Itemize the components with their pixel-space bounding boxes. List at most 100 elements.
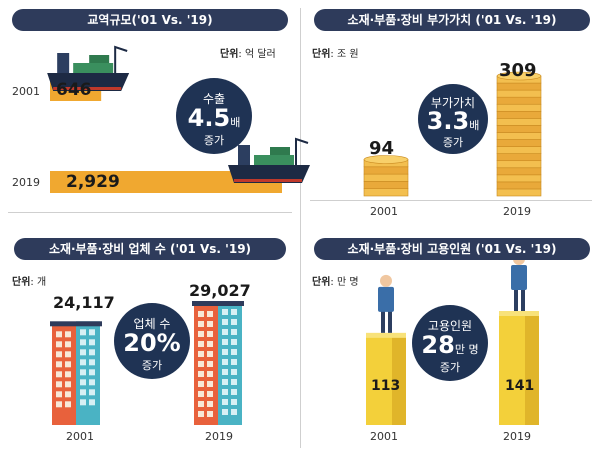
coin-2019-15 [496, 82, 542, 91]
window-r-2019-7-0 [222, 379, 228, 385]
window-l-2019-4-0 [198, 351, 204, 357]
window-l-2019-0-1 [207, 311, 213, 317]
ship-stripe-2019 [234, 179, 302, 182]
building-right-2001 [76, 321, 100, 425]
window-l-2001-4-1 [65, 371, 71, 378]
coin-2019-5 [496, 153, 542, 162]
ship-cabin-2001 [57, 53, 70, 73]
window-l-2001-0-1 [65, 331, 71, 338]
trade-year-2019: 2019 [12, 176, 40, 189]
window-l-2001-6-1 [65, 391, 71, 398]
window-r-2019-2-1 [231, 329, 237, 335]
window-r-2001-0-0 [80, 329, 86, 336]
window-r-2019-7-1 [231, 379, 237, 385]
window-r-2019-8-1 [231, 389, 237, 395]
ship-container-top-2001 [89, 55, 110, 63]
window-l-2001-2-1 [65, 351, 71, 358]
coin-2019-10 [496, 118, 542, 126]
window-r-2019-1-0 [222, 319, 228, 325]
window-r-2019-5-0 [222, 359, 228, 365]
window-l-2019-8-1 [207, 391, 213, 397]
window-l-2019-3-0 [198, 341, 204, 347]
person-head-2001 [380, 274, 392, 287]
pillar-front-2001 [366, 336, 392, 425]
window-r-2019-9-1 [231, 399, 237, 405]
trade-value-2019: 2,929 [66, 172, 120, 192]
companies-unit: 단위: 개 [12, 277, 47, 288]
building-left-2019 [194, 305, 218, 425]
window-l-2019-6-1 [207, 371, 213, 377]
window-l-2019-10-0 [198, 411, 204, 417]
companies-year-2019: 2019 [205, 430, 233, 443]
ship-container-2001 [73, 63, 114, 73]
trade-year-2001: 2001 [12, 85, 40, 98]
window-r-2001-5-0 [80, 379, 86, 386]
person-body-2001 [378, 286, 394, 312]
window-l-2019-3-1 [207, 341, 213, 347]
building-roof-2019 [192, 301, 244, 306]
window-l-2019-0-0 [198, 311, 204, 317]
window-l-2001-3-0 [56, 361, 62, 368]
window-r-2019-0-1 [231, 309, 237, 315]
coin-2019-13 [496, 96, 542, 105]
building-left-2001 [52, 325, 76, 425]
companies-value-2001: 24,117 [53, 293, 115, 312]
window-l-2019-7-1 [207, 381, 213, 387]
person-leg-r-2019 [521, 289, 525, 311]
window-r-2001-2-1 [89, 349, 95, 356]
building-roof-2001 [50, 321, 102, 327]
window-r-2001-2-0 [80, 349, 86, 356]
window-r-2001-3-1 [89, 359, 95, 366]
coin-2019-2 [496, 174, 542, 183]
window-r-2019-10-1 [231, 409, 237, 415]
coin-2019-8 [496, 132, 542, 140]
coin-2019-7 [496, 139, 542, 147]
va-value-2019: 309 [499, 60, 537, 81]
trade-title: 교역규모('01 Vs. '19) [12, 9, 288, 31]
coin-top-2001 [363, 155, 409, 164]
window-r-2019-9-0 [222, 399, 228, 405]
coin-2001-3 [363, 166, 409, 175]
window-l-2019-6-0 [198, 371, 204, 377]
trade-unit: 단위: 억 달러 [220, 49, 276, 60]
employment-title: 소재·부품·장비 고용인원 ('01 Vs. '19) [314, 238, 590, 260]
window-r-2001-6-1 [89, 389, 95, 396]
window-l-2001-3-1 [65, 361, 71, 368]
employment-year-2019: 2019 [503, 430, 531, 443]
window-r-2019-4-0 [222, 349, 228, 355]
window-l-2001-5-1 [65, 381, 71, 388]
window-r-2019-3-0 [222, 339, 228, 345]
window-r-2019-5-1 [231, 359, 237, 365]
window-r-2001-3-0 [80, 359, 86, 366]
person-leg-r-2001 [388, 310, 392, 333]
ship-hull-2001 [47, 73, 130, 91]
ship-crane-2001 [114, 45, 128, 73]
trade-bar-2019 [50, 171, 282, 193]
employment-year-2001: 2001 [370, 430, 398, 443]
ship-container-top-2019 [270, 147, 290, 155]
employment-unit: 단위: 만 명 [312, 277, 359, 288]
window-r-2019-0-0 [222, 309, 228, 315]
building-right-2019 [218, 301, 242, 425]
ship-cabin-2019 [238, 145, 250, 165]
window-l-2019-2-0 [198, 331, 204, 337]
window-r-2001-7-0 [80, 399, 86, 406]
window-l-2019-9-0 [198, 401, 204, 407]
window-r-2001-5-1 [89, 379, 95, 386]
coin-2019-9 [496, 125, 542, 133]
window-l-2001-6-0 [56, 391, 62, 398]
ship-hull-2019 [228, 165, 310, 183]
window-l-2019-1-0 [198, 321, 204, 327]
divider-va-bottom [310, 200, 592, 201]
divider-trade-bottom [8, 212, 292, 213]
companies-value-2019: 29,027 [189, 281, 251, 300]
companies-year-2001: 2001 [66, 430, 94, 443]
window-l-2019-7-0 [198, 381, 204, 387]
window-l-2019-5-1 [207, 361, 213, 367]
coin-2001-1 [363, 181, 409, 189]
window-l-2019-10-1 [207, 411, 213, 417]
coin-2019-0 [496, 188, 542, 197]
va-year-2019: 2019 [503, 205, 531, 218]
window-r-2001-6-0 [80, 389, 86, 396]
